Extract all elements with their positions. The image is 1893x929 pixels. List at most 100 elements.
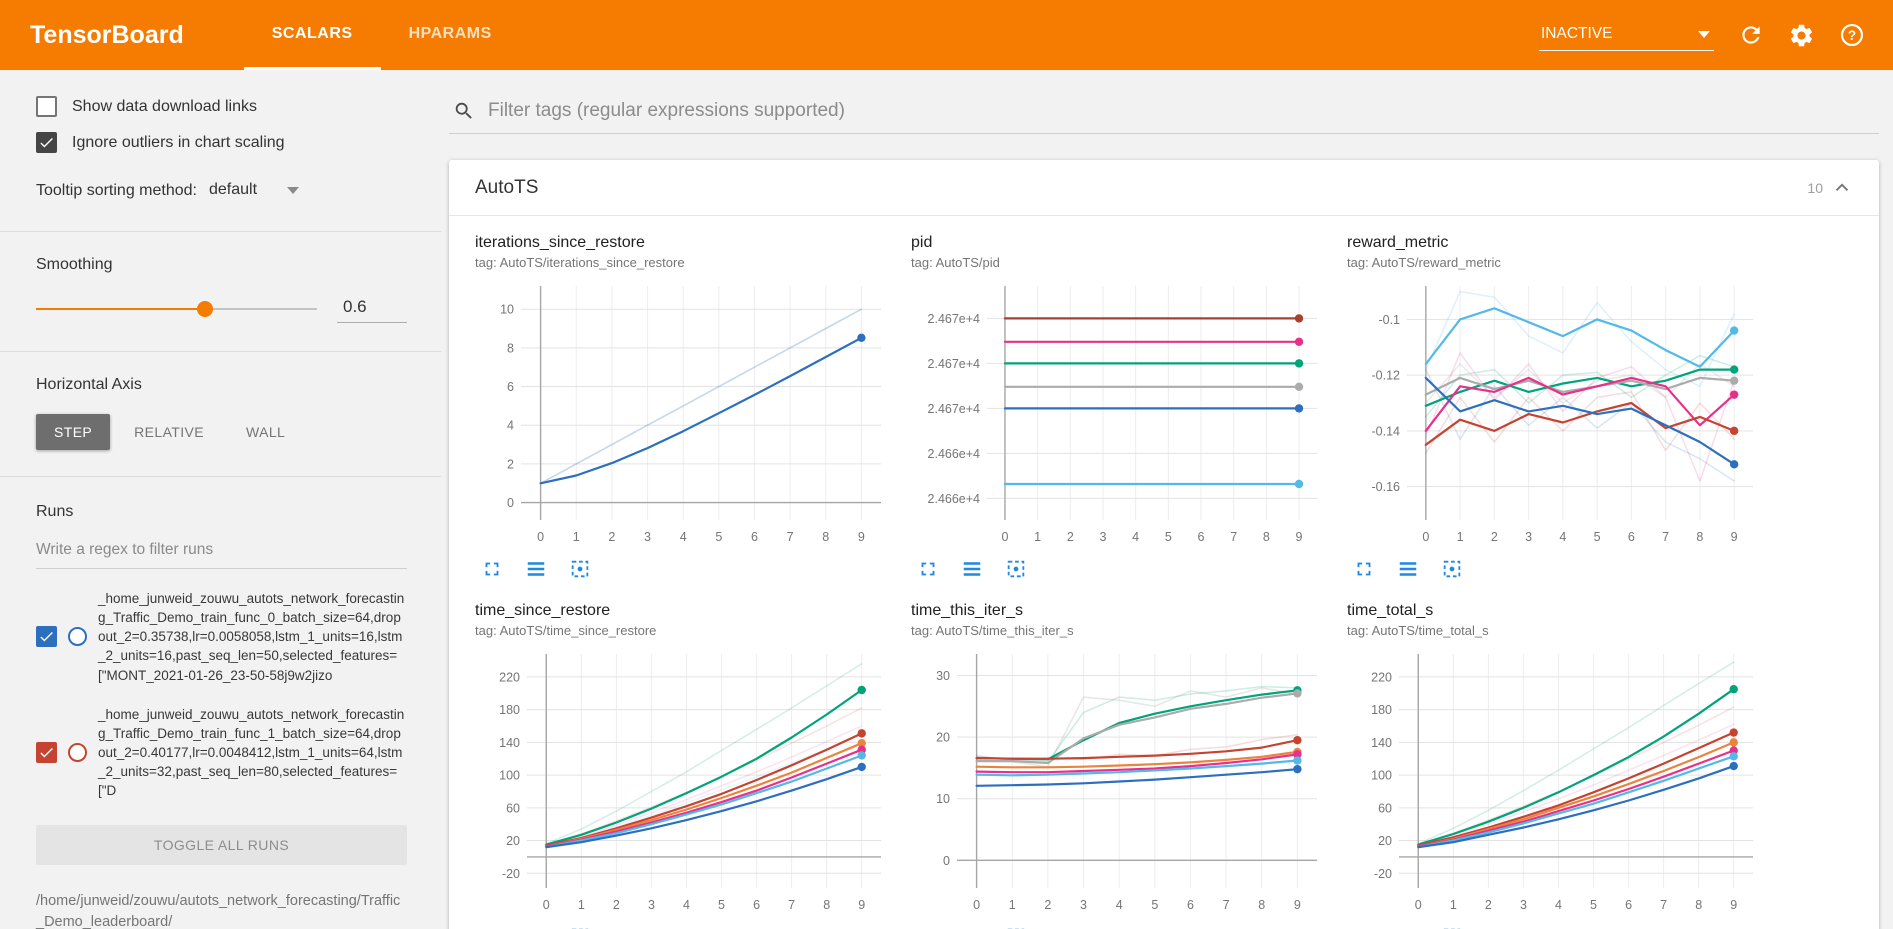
tag-filter-input[interactable] (488, 100, 1875, 122)
divider (0, 351, 441, 352)
svg-text:3: 3 (1100, 530, 1107, 544)
svg-text:1: 1 (573, 530, 580, 544)
svg-text:100: 100 (499, 769, 520, 783)
chart-title: time_total_s (1347, 602, 1434, 619)
svg-text:220: 220 (1371, 670, 1392, 684)
axis-relative-button[interactable]: RELATIVE (116, 414, 222, 450)
run-checkbox[interactable] (36, 626, 57, 648)
svg-text:2.467e+4: 2.467e+4 (928, 357, 981, 371)
chart-plot[interactable]: 0 1 2 3 4 5 6 7 8 9 -0.1 -0.12 -0.14 -0.16 (1347, 276, 1765, 554)
fit-domain-button[interactable] (1003, 556, 1029, 582)
expand-chart-button[interactable] (915, 924, 941, 929)
run-checkbox[interactable] (36, 742, 57, 764)
fit-domain-button[interactable] (567, 556, 593, 582)
run-color-radio[interactable] (68, 743, 87, 763)
chart-pid: pid tag: AutoTS/pid 0 1 2 3 4 5 6 7 8 9 2.467e+4 2.… (911, 234, 1335, 582)
svg-text:0: 0 (1001, 530, 1008, 544)
svg-text:8: 8 (822, 530, 829, 544)
chevron-up-icon[interactable] (1831, 177, 1853, 199)
chart-tag: tag: AutoTS/reward_metric (1347, 255, 1501, 270)
divider (0, 231, 441, 232)
expand-chart-button[interactable] (915, 556, 941, 582)
chart-tag: tag: AutoTS/time_this_iter_s (911, 623, 1074, 638)
chart-time-this-iter-s: time_this_iter_s tag: AutoTS/time_this_i… (911, 602, 1335, 929)
chart-plot[interactable]: 0 1 2 3 4 5 6 7 8 9 220 180 140 100 60 20 -20 (475, 644, 893, 922)
runs-list-button[interactable] (523, 556, 549, 582)
svg-text:1: 1 (1034, 530, 1041, 544)
fit-domain-button[interactable] (1003, 924, 1029, 929)
chart-plot[interactable]: 0 1 2 3 4 5 6 7 8 9 220 180 140 100 60 20 -20 (1347, 644, 1765, 922)
run-item[interactable]: _home_junweid_zouwu_autots_network_forec… (36, 589, 407, 685)
runs-list-button[interactable] (959, 556, 985, 582)
smoothing-slider[interactable] (36, 300, 317, 317)
show-download-links-row[interactable]: Show data download links (36, 96, 407, 117)
expand-chart-button[interactable] (479, 556, 505, 582)
tab-scalars[interactable]: SCALARS (243, 0, 381, 70)
expand-chart-button[interactable] (479, 924, 505, 929)
svg-text:4: 4 (507, 419, 514, 433)
chart-title: pid (911, 234, 933, 251)
runs-list-button[interactable] (959, 924, 985, 929)
chart-plot[interactable]: 0 1 2 3 4 5 6 7 8 9 30 20 10 0 (911, 644, 1329, 922)
svg-text:180: 180 (1371, 703, 1392, 717)
fit-domain-button[interactable] (1439, 556, 1465, 582)
slider-thumb[interactable] (196, 300, 213, 317)
svg-text:7: 7 (1662, 530, 1669, 544)
settings-sidebar: Show data download links Ignore outliers… (0, 70, 441, 929)
runs-list-button[interactable] (1395, 924, 1421, 929)
svg-text:60: 60 (1378, 801, 1392, 815)
axis-wall-button[interactable]: WALL (228, 414, 303, 450)
svg-text:4: 4 (1116, 898, 1123, 912)
runs-list-button[interactable] (1395, 556, 1421, 582)
svg-text:9: 9 (1730, 898, 1737, 912)
toggle-all-runs-button[interactable]: TOGGLE ALL RUNS (36, 824, 407, 865)
data-status-dropdown[interactable]: INACTIVE (1539, 19, 1714, 51)
svg-text:7: 7 (1660, 898, 1667, 912)
svg-text:140: 140 (499, 736, 520, 750)
chart-tag: tag: AutoTS/iterations_since_restore (475, 255, 685, 270)
smoothing-value-input[interactable] (337, 294, 407, 323)
show-download-checkbox[interactable] (36, 96, 57, 117)
svg-text:20: 20 (936, 731, 950, 745)
refresh-icon (1742, 26, 1760, 44)
expand-chart-button[interactable] (1351, 556, 1377, 582)
tooltip-sort-dropdown[interactable]: default (209, 181, 300, 201)
run-item[interactable]: _home_junweid_zouwu_autots_network_forec… (36, 705, 407, 801)
svg-text:9: 9 (858, 898, 865, 912)
data-status-value: INACTIVE (1541, 25, 1613, 42)
svg-text:4: 4 (680, 530, 687, 544)
run-color-radio[interactable] (68, 627, 87, 647)
fit-domain-button[interactable] (1439, 924, 1465, 929)
ignore-outliers-row[interactable]: Ignore outliers in chart scaling (36, 132, 407, 153)
svg-text:30: 30 (936, 669, 950, 683)
chart-tag: tag: AutoTS/time_since_restore (475, 623, 657, 638)
chart-plot[interactable]: 0 1 2 3 4 5 6 7 8 9 10 8 6 4 2 0 (475, 276, 893, 554)
svg-text:-0.16: -0.16 (1372, 480, 1401, 494)
svg-text:8: 8 (1695, 898, 1702, 912)
expand-chart-button[interactable] (1351, 924, 1377, 929)
tab-hparams[interactable]: HPARAMS (408, 24, 492, 42)
runs-filter-input[interactable] (36, 535, 407, 569)
svg-text:0: 0 (1415, 898, 1422, 912)
svg-text:-0.1: -0.1 (1378, 313, 1400, 327)
help-button[interactable]: ? (1839, 22, 1865, 48)
settings-button[interactable] (1788, 22, 1815, 49)
chart-tag: tag: AutoTS/pid (911, 255, 1000, 270)
fit-domain-button[interactable] (567, 924, 593, 929)
svg-text:0: 0 (1422, 530, 1429, 544)
chart-plot[interactable]: 0 1 2 3 4 5 6 7 8 9 2.467e+4 2.467e+4 2.467e+4 2.466e… (911, 276, 1329, 554)
runs-list-button[interactable] (523, 924, 549, 929)
autots-card-header[interactable]: AutoTS 10 (449, 160, 1879, 216)
svg-text:20: 20 (506, 834, 520, 848)
refresh-button[interactable] (1738, 22, 1764, 48)
dashboard-main: AutoTS 10 iterations_since_restore tag: … (441, 70, 1893, 929)
svg-text:4: 4 (1559, 530, 1566, 544)
fit-domain-icon (1443, 560, 1461, 578)
svg-text:4: 4 (683, 898, 690, 912)
svg-text:2: 2 (1485, 898, 1492, 912)
runs-list-icon (1399, 562, 1417, 576)
svg-text:220: 220 (499, 670, 520, 684)
ignore-outliers-checkbox[interactable] (36, 132, 57, 153)
axis-step-button[interactable]: STEP (36, 414, 111, 450)
gear-icon (1790, 24, 1813, 46)
